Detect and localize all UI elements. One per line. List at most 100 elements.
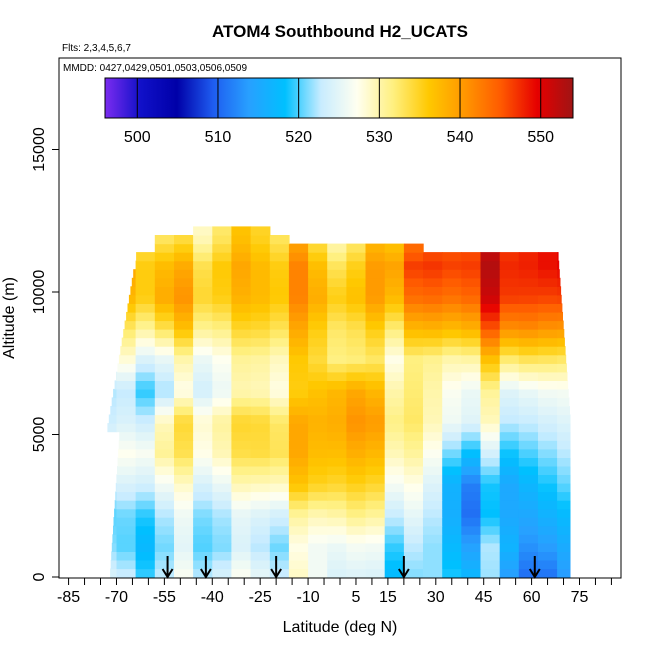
heatmap-cell: [538, 354, 558, 364]
heatmap-cell: [116, 534, 137, 544]
heatmap-cell: [231, 500, 252, 510]
heatmap-cell: [557, 260, 560, 270]
heatmap-cell: [174, 311, 194, 322]
heatmap-cell: [308, 457, 328, 467]
heatmap-cell: [499, 329, 520, 339]
heatmap-cell: [461, 371, 482, 381]
heatmap-cell: [557, 406, 570, 416]
chart-title: ATOM4 Southbound H2_UCATS: [212, 22, 468, 41]
heatmap-cell: [308, 551, 328, 561]
heatmap-cell: [135, 508, 156, 518]
heatmap-cell: [308, 517, 328, 527]
heatmap-cell: [442, 311, 462, 322]
heatmap-cell: [193, 311, 213, 322]
heatmap-cell: [365, 363, 386, 373]
heatmap-cell: [538, 525, 558, 535]
heatmap-cell: [116, 517, 137, 527]
heatmap-cell: [384, 337, 405, 347]
heatmap-cell: [518, 252, 539, 262]
heatmap-cell: [308, 568, 328, 578]
heatmap-cell: [423, 482, 443, 493]
heatmap-cell: [327, 423, 347, 433]
heatmap-cell: [423, 286, 443, 296]
heatmap-cell: [288, 243, 309, 253]
heatmap-cell: [499, 414, 520, 424]
heatmap-cell: [154, 423, 175, 433]
heatmap-cell: [269, 388, 290, 399]
heatmap-cell: [250, 525, 271, 535]
heatmap-cell: [403, 269, 424, 279]
heatmap-cell: [250, 371, 271, 381]
heatmap-cell: [116, 397, 137, 407]
heatmap-cell: [442, 465, 462, 475]
heatmap-cell: [269, 252, 290, 262]
heatmap-cell: [174, 371, 194, 381]
heatmap-cell: [212, 542, 233, 552]
heatmap-cell: [518, 568, 539, 578]
heatmap-cell: [384, 457, 405, 467]
heatmap-cell: [518, 260, 539, 270]
heatmap-cell: [174, 542, 194, 552]
heatmap-cell: [193, 363, 213, 373]
heatmap-cell: [288, 517, 309, 527]
heatmap-cell: [557, 388, 569, 399]
heatmap-cell: [308, 380, 328, 390]
heatmap-cell: [308, 260, 328, 270]
heatmap-cell: [124, 320, 137, 330]
heatmap-cell: [442, 517, 462, 527]
heatmap-cell: [116, 423, 137, 433]
heatmap-cell: [518, 346, 539, 356]
heatmap-cell: [174, 406, 194, 416]
heatmap-cell: [135, 551, 156, 561]
heatmap-cell: [288, 354, 309, 364]
x-tick-label: 15: [379, 589, 397, 606]
heatmap-cell: [212, 406, 233, 416]
heatmap-cell: [269, 294, 290, 304]
heatmap-cell: [346, 440, 367, 450]
heatmap-cell: [174, 346, 194, 356]
heatmap-cell: [557, 534, 571, 544]
heatmap-cell: [250, 559, 271, 570]
heatmap-cell: [518, 431, 539, 441]
heatmap-cell: [403, 371, 424, 381]
heatmap-cell: [231, 397, 252, 407]
heatmap-cell: [480, 457, 501, 467]
heatmap-cell: [174, 568, 194, 578]
heatmap-cell: [154, 363, 175, 373]
heatmap-cell: [250, 252, 271, 262]
heatmap-cell: [557, 568, 571, 578]
heatmap-cell: [250, 354, 271, 364]
heatmap-cell: [231, 269, 252, 279]
heatmap-cell: [442, 448, 462, 458]
heatmap-cell: [212, 354, 233, 364]
heatmap-cell: [557, 448, 571, 458]
heatmap-cell: [135, 363, 156, 373]
heatmap-cell: [193, 371, 213, 381]
heatmap-cell: [193, 482, 213, 493]
heatmap-cell: [518, 329, 539, 339]
heatmap-cell: [308, 354, 328, 364]
heatmap-cell: [499, 303, 520, 313]
heatmap-cell: [135, 440, 156, 450]
heatmap-cell: [384, 482, 405, 493]
heatmap-cell: [308, 388, 328, 399]
heatmap-cell: [499, 286, 520, 296]
heatmap-cell: [212, 252, 233, 262]
heatmap-cell: [327, 371, 347, 381]
heatmap-cell: [135, 491, 156, 501]
heatmap-cell: [538, 482, 558, 493]
heatmap-cell: [423, 457, 443, 467]
profile-arrow: [528, 556, 541, 579]
heatmap-cell: [346, 423, 367, 433]
heatmap-cell: [403, 346, 424, 356]
heatmap-cell: [346, 346, 367, 356]
heatmap-cell: [269, 260, 290, 270]
heatmap-cell: [423, 491, 443, 501]
heatmap-cell: [480, 491, 501, 501]
heatmap-cell: [111, 551, 117, 561]
heatmap-cell: [518, 440, 539, 450]
heatmap-cell: [403, 252, 424, 262]
heatmap-cell: [480, 542, 501, 552]
heatmap-cell: [346, 414, 367, 424]
heatmap-cell: [538, 294, 558, 304]
